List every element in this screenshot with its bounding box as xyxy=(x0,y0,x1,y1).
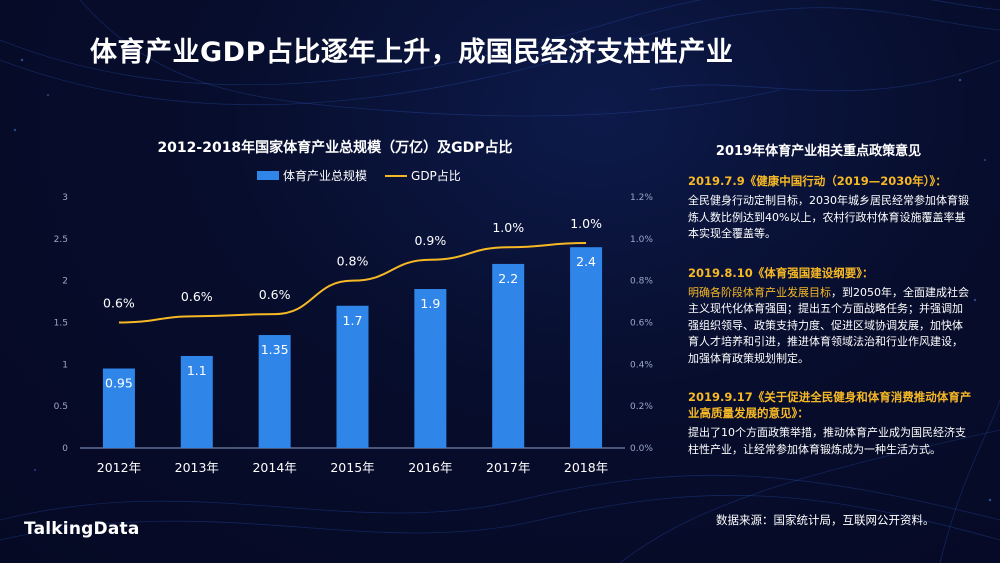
bar xyxy=(492,263,525,448)
legend-label-bar: 体育产业总规模 xyxy=(283,169,368,183)
bar xyxy=(258,335,291,448)
y-left-tick-label: 2 xyxy=(62,277,68,287)
y-right-tick-label: 0.0% xyxy=(630,444,653,454)
policy-panel: 2019年体育产业相关重点政策意见 2019.7.9《健康中国行动（2019—2… xyxy=(688,140,973,458)
policy-text: ，到2050年，全面建成社会主义现代化体育强国；提出五个方面战略任务；并强调加强… xyxy=(688,285,969,365)
y-right-tick-label: 0.6% xyxy=(630,319,653,329)
bar-value-label: 1.1 xyxy=(187,363,207,378)
x-tick-label: 2013年 xyxy=(175,460,219,475)
policy-heading: 2019.9.17《关于促进全民健身和体育消费推动体育产业高质量发展的意见》： xyxy=(688,390,972,420)
x-tick-label: 2016年 xyxy=(408,460,452,475)
policy-body: 提出了10个方面政策举措，推动体育产业成为国民经济支柱性产业，让经常参加体育锻炼… xyxy=(688,425,973,458)
legend-swatch-line xyxy=(385,174,408,177)
data-source: 数据来源：国家统计局，互联网公开资料。 xyxy=(716,513,935,527)
y-right-tick-label: 0.4% xyxy=(630,360,653,370)
line-value-label: 0.6% xyxy=(259,287,291,302)
y-left-tick-label: 3 xyxy=(62,193,68,203)
policy-heading: 2019.8.10《体育强国建设纲要》： xyxy=(688,265,874,280)
y-right-tick-label: 1.0% xyxy=(630,235,653,245)
line-value-label: 0.6% xyxy=(103,296,135,311)
y-right-tick-label: 0.2% xyxy=(630,402,653,412)
line-value-label: 1.0% xyxy=(492,220,524,235)
y-left-tick-label: 0 xyxy=(62,444,68,454)
y-left-tick-label: 2.5 xyxy=(54,235,68,245)
x-tick-label: 2012年 xyxy=(97,460,141,475)
legend-item-bar: 体育产业总规模 xyxy=(257,167,367,184)
policy-item: 2019.9.17《关于促进全民健身和体育消费推动体育产业高质量发展的意见》： … xyxy=(688,389,973,458)
panel-title: 2019年体育产业相关重点政策意见 xyxy=(715,144,922,159)
x-tick-label: 2018年 xyxy=(564,460,608,475)
bar xyxy=(570,247,603,448)
policy-body: 明确各阶段体育产业发展目标，到2050年，全面建成社会主义现代化体育强国；提出五… xyxy=(688,285,973,368)
policy-body: 全民健身行动定制目标，2030年城乡居民经常参加体育锻炼人数比例达到40%以上，… xyxy=(688,193,973,243)
x-tick-label: 2017年 xyxy=(486,460,530,475)
policy-heading: 2019.7.9《健康中国行动（2019—2030年）》： xyxy=(688,174,947,188)
page-title: 体育产业GDP占比逐年上升，成国民经济支柱性产业 xyxy=(90,37,734,68)
y-right-tick-label: 0.8% xyxy=(630,277,653,287)
policy-item: 2019.7.9《健康中国行动（2019—2030年）》： 全民健身行动定制目标… xyxy=(688,173,973,243)
line-value-label: 0.6% xyxy=(181,289,213,304)
policy-item: 2019.8.10《体育强国建设纲要》： 明确各阶段体育产业发展目标，到2050… xyxy=(688,265,973,368)
y-left-tick-label: 1.5 xyxy=(54,319,68,329)
bar-value-label: 1.7 xyxy=(343,313,363,328)
gdp-share-line xyxy=(118,242,587,324)
legend-item-line: GDP占比 xyxy=(385,167,461,184)
line-value-label: 0.8% xyxy=(337,254,369,269)
x-tick-label: 2015年 xyxy=(330,460,374,475)
y-left-tick-label: 0.5 xyxy=(54,402,68,412)
bar-value-label: 1.35 xyxy=(261,342,289,357)
bar xyxy=(336,305,369,448)
combo-chart: 0 0.5 1 1.5 2 2.5 3 0.0% 0.2% 0.4% 0.6% 0.8% 1.0% 1.2… xyxy=(54,193,654,475)
talkingdata-logo: TalkingData xyxy=(24,519,140,539)
line-value-label: 1.0% xyxy=(570,216,602,231)
policy-text: 全民健身行动定制目标，2030年城乡居民经常参加体育锻炼人数比例达到40%以上，… xyxy=(688,194,969,240)
bar xyxy=(414,289,447,448)
bar-value-label: 0.95 xyxy=(105,376,133,391)
policy-highlight: 明确各阶段体育产业发展目标 xyxy=(688,285,831,299)
line-value-label: 0.9% xyxy=(414,233,446,248)
bar xyxy=(102,368,135,448)
y-left-tick-label: 1 xyxy=(62,360,68,370)
y-right-tick-label: 1.2% xyxy=(630,193,653,203)
chart-title: 2012-2018年国家体育产业总规模（万亿）及GDP占比 xyxy=(157,140,513,156)
bar xyxy=(180,355,213,448)
legend-label-line: GDP占比 xyxy=(411,169,461,183)
legend-swatch-bar xyxy=(257,171,279,180)
bar-value-label: 2.2 xyxy=(498,271,518,286)
x-tick-label: 2014年 xyxy=(252,460,296,475)
bar-value-label: 1.9 xyxy=(420,296,440,311)
policy-text: 提出了10个方面政策举措，推动体育产业成为国民经济支柱性产业，让经常参加体育锻炼… xyxy=(688,426,966,456)
bar-value-label: 2.4 xyxy=(576,254,596,269)
chart-legend: 体育产业总规模 GDP占比 xyxy=(257,167,471,184)
